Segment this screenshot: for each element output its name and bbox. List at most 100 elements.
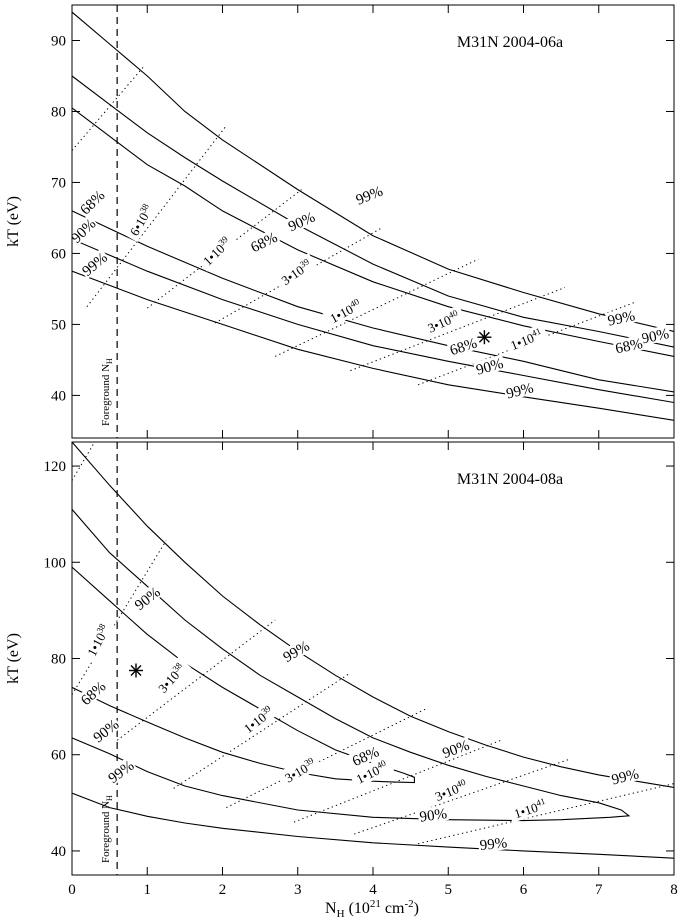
contour-label-text: 99%: [610, 766, 641, 788]
contour-line-90: [72, 238, 674, 404]
y-tick-label: 80: [51, 652, 66, 668]
panel-title: M31N 2004-06a: [457, 34, 563, 51]
x-tick-label: 5: [445, 882, 453, 898]
contour-label: 99%: [604, 307, 638, 330]
contour-label-text: 90%: [419, 806, 448, 826]
x-axis-label: NH (1021 cm-2): [325, 898, 419, 920]
y-tick-label: 120: [44, 459, 67, 475]
luminosity-line: [72, 442, 96, 481]
plot-frame: [71, 4, 675, 439]
luminosity-label-bg: [80, 617, 115, 663]
y-tick-label: 40: [51, 388, 66, 404]
contour-label-text: 99%: [479, 835, 508, 854]
luminosity-label-bg: [348, 754, 395, 789]
contour-label-bg: [477, 834, 510, 853]
contour-line-68: [72, 107, 674, 357]
x-tick-label: 3: [294, 882, 302, 898]
contour-label-bg: [246, 228, 281, 255]
luminosity-label-bg: [195, 230, 238, 272]
x-tick-label: 4: [369, 882, 377, 898]
contour-label: 99%: [352, 182, 386, 209]
contour-label-text: 90%: [440, 738, 471, 762]
luminosity-label-bg: [236, 699, 280, 739]
contour-label-text: 99%: [354, 184, 385, 209]
y-tick-label: 60: [51, 246, 66, 262]
contour-label-text: 99%: [606, 308, 636, 329]
contour-label: 99%: [608, 765, 642, 788]
y-tick-label: 60: [51, 748, 66, 764]
luminosity-line: [417, 301, 637, 386]
luminosity-label-bg: [507, 793, 553, 823]
x-tick-label: 1: [144, 882, 152, 898]
luminosity-label-bg: [150, 656, 192, 700]
y-axis-label: kT (eV): [5, 196, 22, 247]
contour-label-bg: [417, 804, 450, 824]
contour-label-bg: [472, 354, 506, 378]
luminosity-label-bg: [420, 304, 466, 338]
contour-label-text: 68%: [448, 335, 479, 359]
best-fit-stroke: [478, 331, 490, 343]
contour-label: 90%: [438, 736, 473, 762]
luminosity-label: 1•1039: [195, 230, 238, 272]
luminosity-line: [173, 672, 351, 789]
contour-label-bg: [72, 214, 99, 247]
luminosity-label: 3•1040: [420, 304, 466, 338]
luminosity-label: 3•1040: [428, 774, 474, 806]
contour-label-bg: [446, 334, 480, 358]
luminosity-line: [417, 783, 674, 845]
contour-label-bg: [352, 182, 386, 208]
luminosity-line: [146, 189, 302, 309]
luminosity-line: [274, 258, 479, 357]
x-tick-label: 0: [68, 882, 76, 898]
luminosity-label-bg: [277, 752, 323, 788]
contour-line-99: [72, 792, 674, 859]
y-tick-label: 100: [44, 555, 67, 571]
y-tick-label: 70: [51, 175, 66, 191]
contour-label: 68%: [76, 677, 109, 709]
contour-label-bg: [279, 636, 313, 665]
contour-label: 90%: [130, 582, 164, 614]
luminosity-label-bg: [428, 774, 474, 806]
y-tick-label: 80: [51, 104, 66, 120]
contour-line-90: [72, 75, 674, 348]
best-fit-marker: [129, 663, 143, 678]
foreground-nh-label: Foreground NH: [100, 795, 114, 863]
contour-label: 99%: [104, 756, 138, 787]
contour-line-90: [72, 509, 631, 822]
contour-label-bg: [89, 715, 123, 746]
contour-label-bg: [638, 324, 672, 346]
luminosity-label: 3•1039: [273, 253, 319, 291]
contour-label-bg: [604, 307, 638, 328]
contour-label: 90%: [284, 208, 319, 235]
luminosity-line: [116, 619, 276, 741]
contour-label-bg: [77, 248, 111, 280]
luminosity-label: 3•1038: [150, 656, 192, 700]
luminosity-line: [354, 759, 569, 835]
contour-label-bg: [130, 582, 164, 614]
luminosity-label-bg: [122, 197, 159, 243]
plot-area: Foreground NH99%90%68%68%90%99%68%90%99%…: [69, 5, 674, 438]
contour-label-bg: [284, 208, 319, 234]
contour-label-bg: [76, 677, 109, 709]
panel-title: M31N 2004-08a: [457, 471, 563, 488]
luminosity-label-bg: [273, 253, 319, 291]
contour-line-68: [72, 566, 415, 784]
luminosity-label-bg: [503, 323, 549, 355]
luminosity-label: 1•1041: [503, 323, 549, 355]
contour-label-bg: [104, 756, 138, 787]
contour-label-text: 68%: [78, 679, 109, 709]
luminosity-line: [293, 739, 502, 823]
contour-label-bg: [438, 736, 473, 761]
contour-label-text: 90%: [69, 216, 100, 247]
contour-line-99: [72, 11, 674, 333]
best-fit-stroke: [130, 665, 142, 676]
contour-label-text: 90%: [132, 584, 164, 614]
contour-label-text: 68%: [78, 188, 109, 219]
luminosity-label: 1•1041: [507, 793, 553, 823]
contour-label: 90%: [472, 354, 506, 379]
foreground-nh-label: Foreground NH: [100, 358, 114, 426]
x-tick-label: 8: [670, 882, 678, 898]
